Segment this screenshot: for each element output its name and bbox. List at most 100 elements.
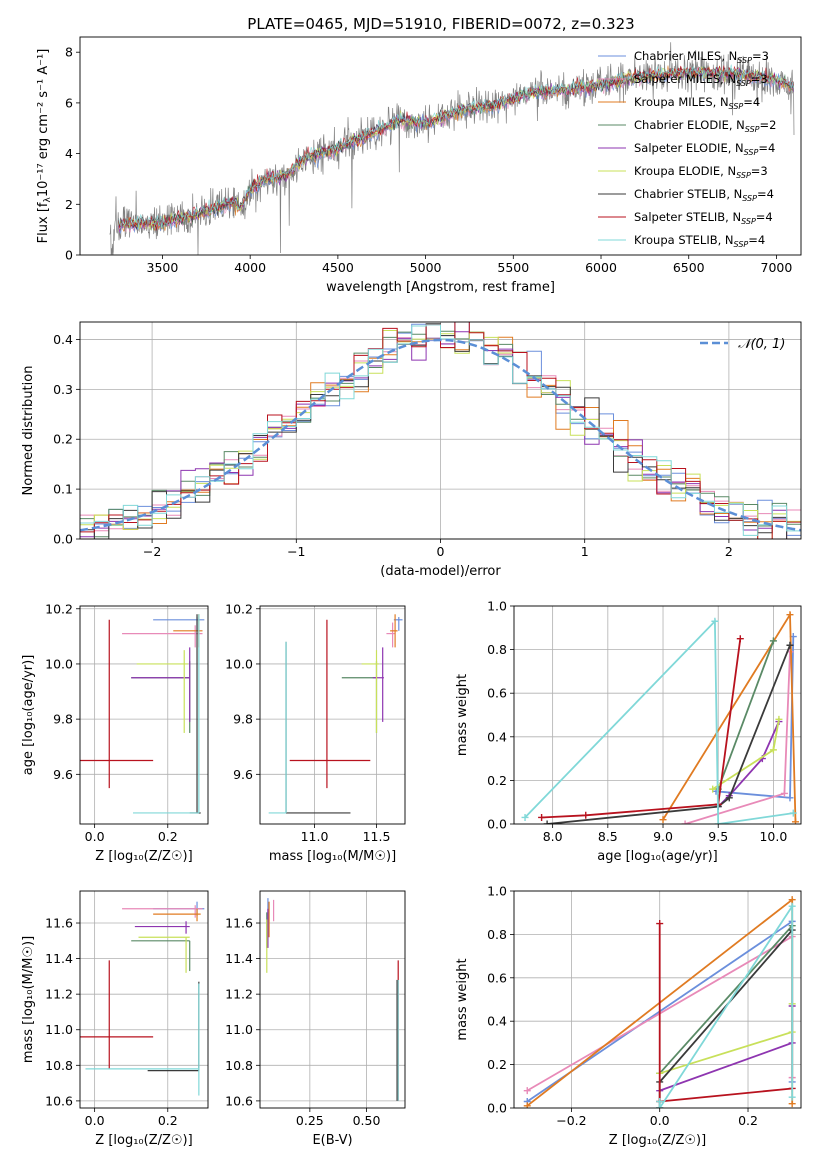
x-tick-label: 1 (581, 544, 589, 559)
plot-area (109, 42, 795, 255)
x-tick-label: 0.0 (85, 1113, 105, 1128)
legend-label: Kroupa ELODIE, NSSP=3 (634, 164, 768, 180)
y-tick-label: 11.0 (225, 1022, 253, 1037)
y-tick-label: 0.0 (487, 1101, 507, 1116)
y-tick-label: 11.2 (225, 987, 253, 1002)
errorbar-1 (386, 622, 396, 648)
y-tick-label: 6 (65, 95, 73, 110)
y-axis-label: Flux [fλ10⁻¹⁷ erg cm⁻² s⁻¹ A⁻¹] (36, 49, 53, 244)
x-tick-label: 9.0 (653, 829, 673, 844)
y-tick-label: 9.6 (53, 767, 73, 782)
weight-marker (656, 1097, 664, 1105)
weight-marker (656, 920, 664, 928)
grid-lines (80, 606, 208, 824)
panel-mass-vs-EBV: 0.25 0.50 10.6 10.8 11.0 11.2 11.4 11.6 E(B-V) (225, 890, 406, 1148)
weight-series-3 (714, 637, 777, 793)
legend-label: Salpeter STELIB, NSSP=4 (634, 210, 773, 226)
y-axis-label: mass weight (455, 958, 470, 1040)
errorbar-8 (133, 614, 200, 814)
errorbar-1 (122, 905, 203, 918)
errorbar-3 (131, 940, 191, 972)
x-tick-label: 0.2 (158, 829, 178, 844)
panel-weight-vs-age: 8.0 8.5 9.0 9.5 10.0 0.0 0.2 0.4 0.6 0.8 1.0 age [l… (455, 599, 802, 864)
x-tick-label: 9.5 (708, 829, 728, 844)
plot-area (80, 614, 205, 814)
y-tick-label: 0.8 (487, 927, 507, 942)
y-tick-label: 11.2 (45, 987, 73, 1002)
panel-residuals: −2 −1 0 1 2 0.0 0.1 0.2 0.3 0.4 (data-model)/error… (21, 321, 802, 579)
weight-marker (543, 820, 551, 824)
axes-frame (79, 36, 802, 256)
y-tick-label: 0.3 (53, 382, 73, 397)
weight-marker (714, 820, 722, 824)
legend-label: Chabrier ELODIE, NSSP=2 (634, 118, 776, 134)
grid-lines (514, 605, 801, 825)
plot-area (521, 611, 799, 824)
weight-line (658, 903, 794, 1108)
weight-line (547, 644, 791, 824)
y-tick-label: 10.2 (225, 601, 253, 616)
x-tick-label: −0.2 (556, 1113, 586, 1128)
y-tick-label: 11.4 (225, 951, 253, 966)
weight-marker (775, 715, 783, 723)
x-axis-label: Z [log₁₀(Z/Z☉)] (609, 1133, 706, 1148)
panel-age-vs-Z: 0.0 0.2 9.6 9.8 10.0 10.2 Z [log₁₀(Z/Z☉)] age [… (21, 601, 209, 864)
weight-line (659, 1003, 794, 1075)
y-tick-label: 0.0 (487, 817, 507, 832)
x-axis-label: Z [log₁₀(Z/Z☉)] (95, 849, 192, 864)
y-tick-label: 9.6 (233, 767, 253, 782)
errorbar-1 (122, 625, 203, 648)
axes-frame (79, 321, 802, 540)
errorbar-3 (341, 661, 378, 733)
weight-marker (786, 611, 794, 619)
weight-marker (656, 1104, 664, 1108)
y-tick-label: 0.6 (487, 686, 507, 701)
errorbar-3 (131, 661, 191, 733)
weight-marker (711, 617, 719, 625)
grid-lines (80, 322, 801, 540)
y-tick-label: 0 (65, 248, 73, 263)
errorbar-5 (138, 936, 190, 973)
gaussian-curve (80, 338, 801, 532)
weight-marker (791, 818, 799, 824)
errorbar-5 (361, 650, 379, 733)
y-tick-label: 0.4 (487, 1014, 507, 1029)
weight-marker (788, 1093, 796, 1101)
y-tick-label: 0.2 (487, 773, 507, 788)
axes-frame (513, 890, 802, 1109)
panel-spectrum: 3500 4000 4500 5000 5500 6000 6500 7000 0 2 4 6 8 wav… (36, 36, 802, 295)
legend-label: Salpeter MILES, NSSP=3 (634, 72, 768, 88)
y-axis-label: age [log₁₀(age/yr)] (21, 655, 36, 776)
weight-line (715, 636, 795, 799)
y-tick-label: 0.0 (53, 532, 73, 547)
weight-series-8 (656, 902, 796, 1108)
x-tick-label: −1 (287, 544, 305, 559)
x-axis-label: (data-model)/error (380, 564, 501, 579)
weight-marker (788, 1100, 796, 1108)
y-tick-label: 0.1 (53, 482, 73, 497)
weight-marker (523, 1102, 531, 1108)
axes-frame (513, 605, 802, 825)
weight-marker (769, 637, 777, 645)
weight-line (658, 929, 793, 1108)
plot-area (80, 322, 801, 539)
x-tick-label: 0.0 (650, 1113, 670, 1128)
weight-marker (786, 794, 794, 802)
x-tick-label: 6000 (585, 260, 617, 275)
weight-line (717, 640, 775, 790)
weight-marker (788, 902, 796, 910)
y-tick-label: 11.6 (45, 916, 73, 931)
axes-frame (79, 890, 209, 1109)
y-axis-label: Normed distribution (21, 366, 36, 496)
y-tick-label: 0.4 (53, 332, 73, 347)
y-axis-label: mass weight (455, 674, 470, 756)
weight-marker (659, 816, 667, 824)
x-tick-label: 8.0 (543, 829, 563, 844)
panel-weight-vs-Z: −0.2 0.0 0.2 0.0 0.2 0.4 0.6 0.8 1.0 Z [log₁₀(Z/Z… (455, 884, 802, 1148)
model-spectrum-8 (118, 64, 794, 230)
y-tick-label: 10.8 (225, 1058, 253, 1073)
weight-marker (582, 811, 590, 819)
x-tick-label: 6500 (673, 260, 705, 275)
axes-frame (259, 890, 406, 1109)
